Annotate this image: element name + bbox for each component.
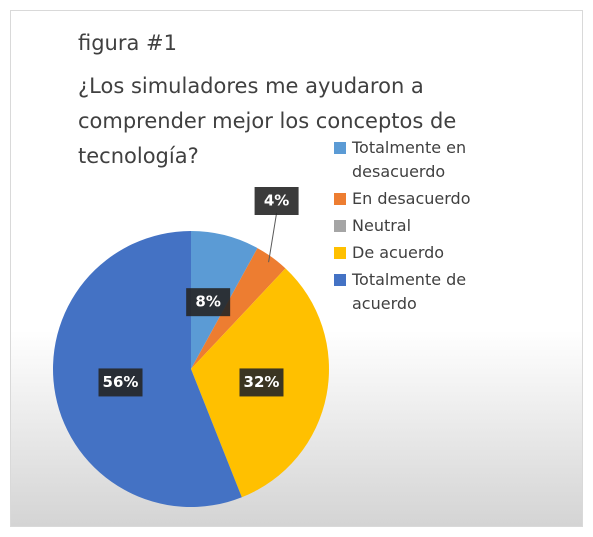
data-label-box bbox=[98, 368, 143, 397]
legend-item: Neutral bbox=[334, 214, 524, 238]
legend-label: Neutral bbox=[352, 216, 412, 235]
legend-swatch bbox=[334, 247, 346, 259]
leader-line bbox=[268, 212, 278, 263]
legend-item: Totalmente en desacuerdo bbox=[334, 136, 524, 184]
legend-item: Totalmente de acuerdo bbox=[334, 268, 524, 316]
data-label-box bbox=[186, 288, 231, 317]
chart-subtitle: ¿Los simuladores me ayudaron a comprende… bbox=[78, 74, 457, 168]
legend-label: En desacuerdo bbox=[352, 189, 471, 208]
pie-slice bbox=[53, 231, 242, 507]
legend: Totalmente en desacuerdo En desacuerdo Neu… bbox=[334, 136, 524, 319]
legend-item: De acuerdo bbox=[334, 241, 524, 265]
legend-label: Totalmente en desacuerdo bbox=[352, 138, 467, 181]
legend-swatch bbox=[334, 274, 346, 286]
legend-label: De acuerdo bbox=[352, 243, 445, 262]
pie-slice bbox=[191, 248, 286, 369]
data-label-box bbox=[254, 187, 299, 215]
data-label: 8% bbox=[195, 293, 220, 311]
legend-swatch bbox=[334, 220, 346, 232]
data-label: 56% bbox=[103, 373, 139, 391]
legend-item: En desacuerdo bbox=[334, 187, 524, 211]
plot-area: 8% 4% 32% 56% bbox=[53, 187, 329, 507]
data-label: 32% bbox=[244, 373, 280, 391]
chart: 8% 4% 32% 56% figura #1 ¿Los simuladores me… bbox=[10, 10, 583, 527]
legend-swatch bbox=[334, 142, 346, 154]
legend-swatch bbox=[334, 193, 346, 205]
legend-label: Totalmente de acuerdo bbox=[352, 270, 467, 313]
data-label-box bbox=[239, 368, 284, 397]
chart-title: figura #1 bbox=[78, 31, 178, 55]
data-label: 4% bbox=[264, 192, 289, 210]
